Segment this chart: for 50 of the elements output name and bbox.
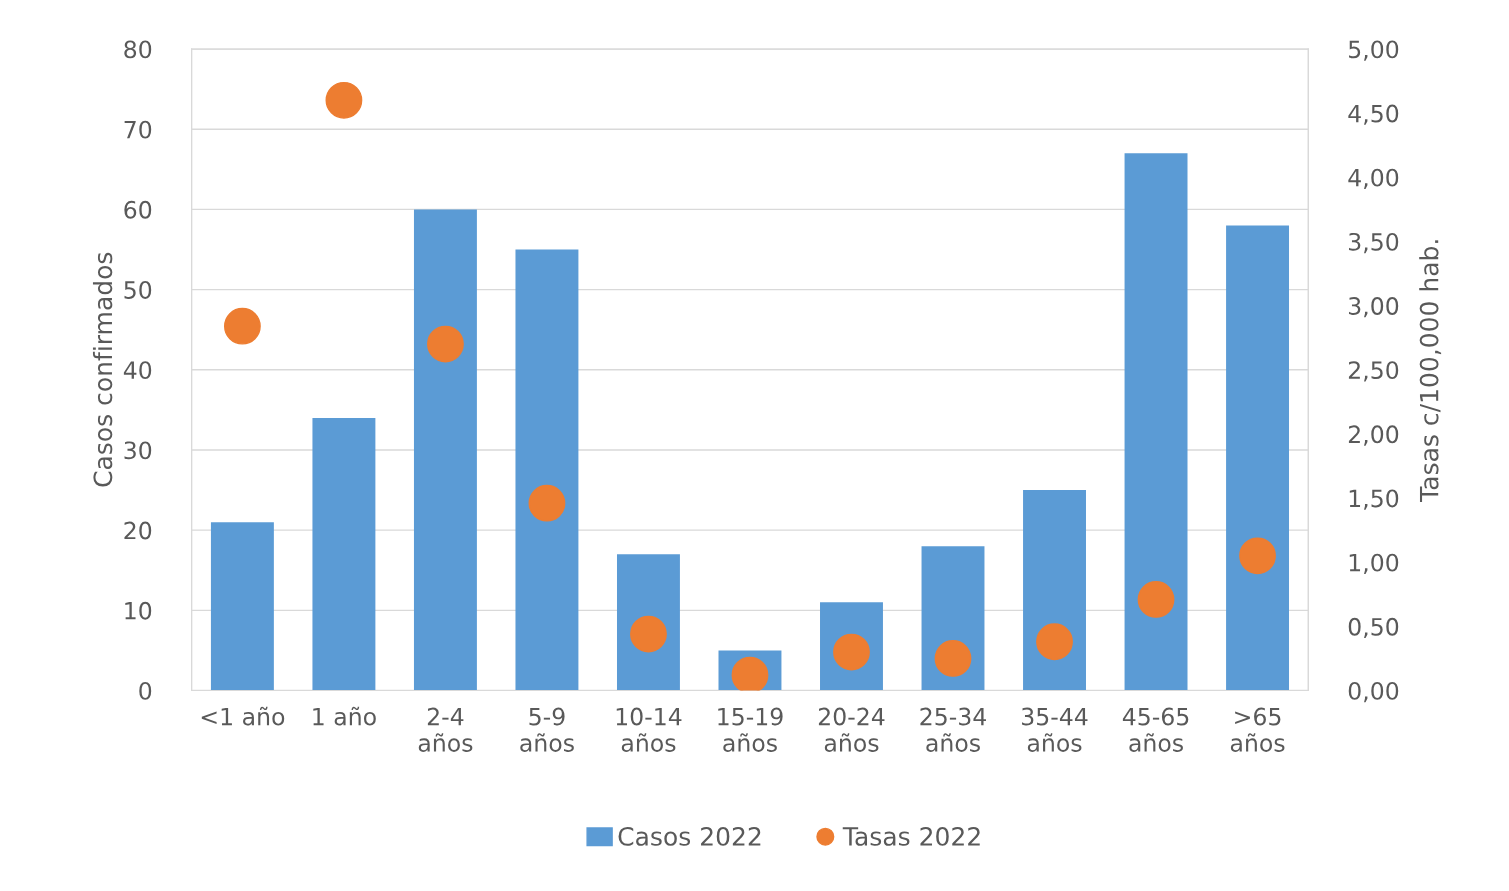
bar [312, 417, 376, 691]
y2-tick-label: 2,50 [1348, 361, 1399, 382]
y2-tick-label: 5,00 [1349, 40, 1399, 61]
legend-label: Tasas 2022 [842, 826, 980, 846]
y-axis-title: Casos confirmados [92, 252, 113, 487]
y2-tick-label: 2,00 [1348, 425, 1399, 446]
point [1239, 537, 1276, 575]
y-tick-label: 60 [124, 200, 152, 219]
bar [210, 522, 274, 691]
y-tick-label: 0 [139, 681, 152, 700]
y2-tick-label: 1,00 [1349, 553, 1399, 574]
point [934, 640, 972, 677]
bar [413, 209, 477, 691]
y-tick-label: 80 [124, 40, 152, 59]
y-tick-label: 50 [124, 281, 152, 299]
legend-label: Casos 2022 [618, 826, 761, 846]
x-tick-label: 10-14 años [616, 707, 682, 752]
bar [1226, 225, 1290, 691]
y2-tick-label: 0,50 [1348, 617, 1399, 639]
x-tick-label: 25-34 años [920, 707, 986, 752]
x-tick-label: 5-9 años [520, 707, 574, 752]
bar [1124, 153, 1188, 691]
point [427, 325, 464, 363]
y-tick-label: 30 [124, 441, 152, 460]
y2-tick-label: 3,50 [1348, 232, 1399, 254]
x-tick-label: 2-4 años [418, 707, 473, 752]
point [224, 307, 261, 345]
x-tick-label: 15-19 años [718, 707, 783, 752]
y-tick-label: 40 [123, 361, 152, 380]
y2-tick-label: 4,00 [1348, 168, 1399, 190]
y2-tick-label: 4,50 [1348, 104, 1399, 125]
x-tick-label: 45-65 años [1122, 707, 1189, 752]
x-tick-label: <1 año [201, 706, 285, 726]
y-tick-label: 70 [124, 120, 152, 139]
y-tick-label: 20 [124, 521, 152, 540]
y2-tick-label: 0,00 [1348, 681, 1399, 703]
bar [1023, 490, 1086, 691]
point [528, 484, 566, 522]
bar [515, 249, 579, 691]
y-tick-label: 10 [125, 601, 152, 620]
point [325, 81, 363, 119]
x-tick-label: 20-24 años [818, 707, 885, 752]
x-tick-label: 35-44 años [1022, 707, 1088, 752]
point [1137, 581, 1175, 618]
point [1036, 623, 1073, 661]
y2-tick-label: 1,50 [1349, 489, 1399, 510]
y2-axis-title: Tasas c/100,000 hab. [1419, 240, 1442, 502]
y2-tick-label: 3,00 [1348, 297, 1399, 318]
x-tick-label: >65 años [1230, 707, 1285, 752]
x-tick-label: 1 año [313, 706, 376, 726]
